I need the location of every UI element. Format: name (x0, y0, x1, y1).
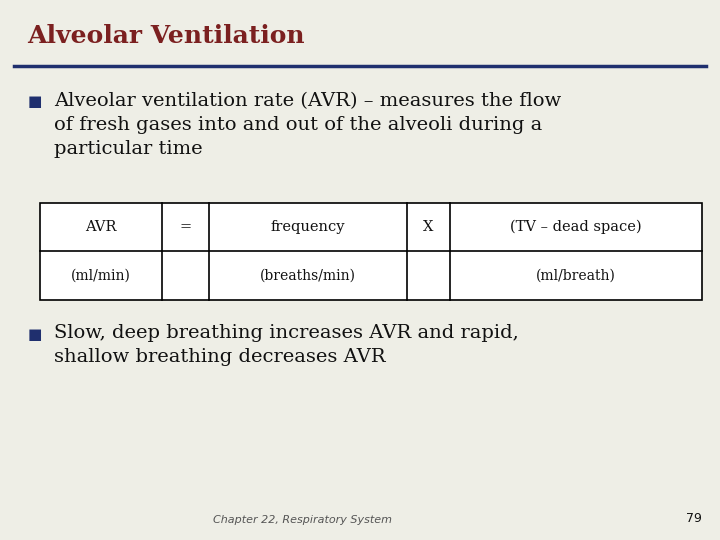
Text: X: X (423, 220, 433, 234)
Text: (breaths/min): (breaths/min) (260, 268, 356, 282)
Text: (ml/min): (ml/min) (71, 268, 131, 282)
Text: ■: ■ (27, 327, 42, 342)
Text: Chapter 22, Respiratory System: Chapter 22, Respiratory System (213, 515, 392, 525)
Text: frequency: frequency (271, 220, 345, 234)
Text: AVR: AVR (85, 220, 117, 234)
Text: 79: 79 (686, 512, 702, 525)
Text: (ml/breath): (ml/breath) (536, 268, 616, 282)
Text: Alveolar ventilation rate (AVR) – measures the flow
of fresh gases into and out : Alveolar ventilation rate (AVR) – measur… (54, 92, 562, 158)
Text: ■: ■ (27, 94, 42, 110)
Text: (TV – dead space): (TV – dead space) (510, 220, 642, 234)
Text: =: = (179, 220, 192, 234)
Text: Alveolar Ventilation: Alveolar Ventilation (27, 24, 305, 48)
Bar (40, 202, 702, 300)
Text: Slow, deep breathing increases AVR and rapid,
shallow breathing decreases AVR: Slow, deep breathing increases AVR and r… (54, 324, 518, 366)
